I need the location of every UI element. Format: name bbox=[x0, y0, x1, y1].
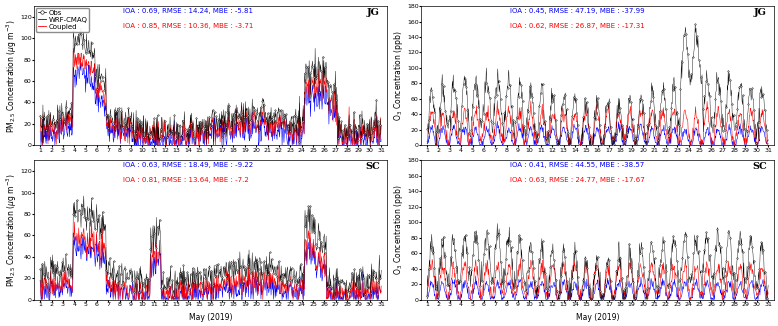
X-axis label: May (2019): May (2019) bbox=[189, 313, 233, 322]
Y-axis label: PM$_{2.5}$ Concentration ($\mu$g m$^{-3}$): PM$_{2.5}$ Concentration ($\mu$g m$^{-3}… bbox=[4, 19, 19, 133]
Text: IOA : 0.41, RMSE : 44.55, MBE : -38.57: IOA : 0.41, RMSE : 44.55, MBE : -38.57 bbox=[510, 162, 643, 168]
Text: IOA : 0.63, RMSE : 24.77, MBE : -17.67: IOA : 0.63, RMSE : 24.77, MBE : -17.67 bbox=[510, 177, 644, 183]
Text: SC: SC bbox=[752, 162, 767, 171]
Y-axis label: O$_3$ Concentration (ppb): O$_3$ Concentration (ppb) bbox=[392, 185, 405, 275]
Text: JG: JG bbox=[754, 7, 767, 17]
X-axis label: May (2019): May (2019) bbox=[576, 313, 619, 322]
Text: IOA : 0.81, RMSE : 13.64, MBE : -7.2: IOA : 0.81, RMSE : 13.64, MBE : -7.2 bbox=[123, 177, 248, 183]
Text: IOA : 0.85, RMSE : 10.36, MBE : -3.71: IOA : 0.85, RMSE : 10.36, MBE : -3.71 bbox=[123, 23, 253, 29]
Legend: Obs, WRF-CMAQ, Coupled: Obs, WRF-CMAQ, Coupled bbox=[36, 7, 89, 32]
Text: SC: SC bbox=[365, 162, 380, 171]
Text: IOA : 0.62, RMSE : 26.87, MBE : -17.31: IOA : 0.62, RMSE : 26.87, MBE : -17.31 bbox=[510, 23, 644, 29]
Text: IOA : 0.45, RMSE : 47.19, MBE : -37.99: IOA : 0.45, RMSE : 47.19, MBE : -37.99 bbox=[510, 7, 644, 14]
Text: IOA : 0.69, RMSE : 14.24, MBE : -5.81: IOA : 0.69, RMSE : 14.24, MBE : -5.81 bbox=[123, 7, 253, 14]
Text: JG: JG bbox=[367, 7, 380, 17]
Text: IOA : 0.63, RMSE : 18.49, MBE : -9.22: IOA : 0.63, RMSE : 18.49, MBE : -9.22 bbox=[123, 162, 253, 168]
Y-axis label: O$_3$ Concentration (ppb): O$_3$ Concentration (ppb) bbox=[392, 31, 405, 121]
Y-axis label: PM$_{2.5}$ Concentration ($\mu$g m$^{-3}$): PM$_{2.5}$ Concentration ($\mu$g m$^{-3}… bbox=[4, 173, 19, 287]
